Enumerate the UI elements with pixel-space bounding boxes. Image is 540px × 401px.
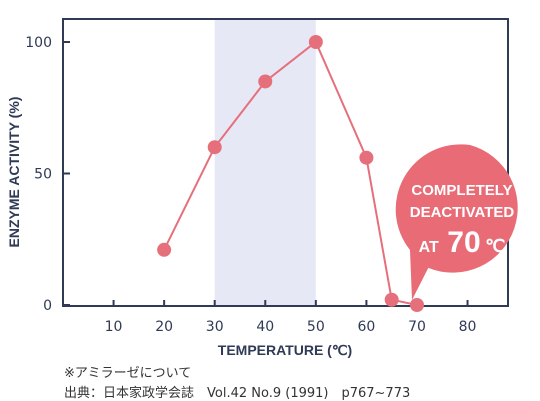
series-markers	[157, 35, 424, 312]
x-tick-label: 70	[408, 319, 426, 335]
deactivation-callout: COMPLETELY DEACTIVATED AT 70 ℃	[395, 144, 518, 300]
footnote-source: 出典：日本家政学会誌 Vol.42 No.9 (1991) p767~773	[64, 386, 411, 401]
callout-bubble	[395, 144, 518, 300]
data-point-marker	[207, 140, 222, 155]
footnote-subject: ※アミラーゼについて	[64, 366, 192, 381]
x-axis-title: TEMPERATURE (℃)	[218, 342, 352, 358]
optimal-range-band	[214, 19, 316, 306]
data-point-marker	[384, 292, 399, 307]
x-tick-label: 60	[357, 319, 375, 335]
data-point-marker	[258, 74, 273, 89]
data-point-marker	[359, 150, 374, 165]
x-tick-label: 40	[256, 319, 274, 335]
callout-unit: ℃	[485, 236, 505, 256]
y-tick-label: 50	[34, 167, 52, 183]
data-point-marker	[308, 35, 323, 49]
y-axis-title: ENZYME ACTIVITY (%)	[6, 97, 22, 248]
plot-frame	[62, 18, 509, 307]
callout-value: 70	[447, 226, 480, 259]
callout-line-2: DEACTIVATED	[410, 204, 515, 221]
x-tick-label: 50	[307, 319, 325, 335]
x-tick-label: 80	[459, 319, 477, 335]
x-tick-label: 30	[206, 319, 224, 335]
callout-prefix: AT	[419, 239, 439, 256]
y-tick-label: 100	[25, 35, 52, 51]
x-axis-ticks: 10 20 30 40 50 60 70 80	[105, 300, 477, 335]
callout-line-1: COMPLETELY	[411, 182, 512, 199]
data-point-marker	[409, 298, 424, 312]
y-axis-ticks: 0 50 100	[25, 35, 70, 314]
x-tick-label: 10	[105, 319, 123, 335]
y-tick-label: 0	[43, 298, 52, 314]
x-tick-label: 20	[155, 319, 173, 335]
enzyme-activity-chart: 0 50 100 10 20 30 40 50 60 70 80 ENZYME ACTIVITY …	[6, 18, 518, 358]
data-point-marker	[157, 242, 172, 257]
callout-line-3: AT 70 ℃	[419, 226, 506, 259]
